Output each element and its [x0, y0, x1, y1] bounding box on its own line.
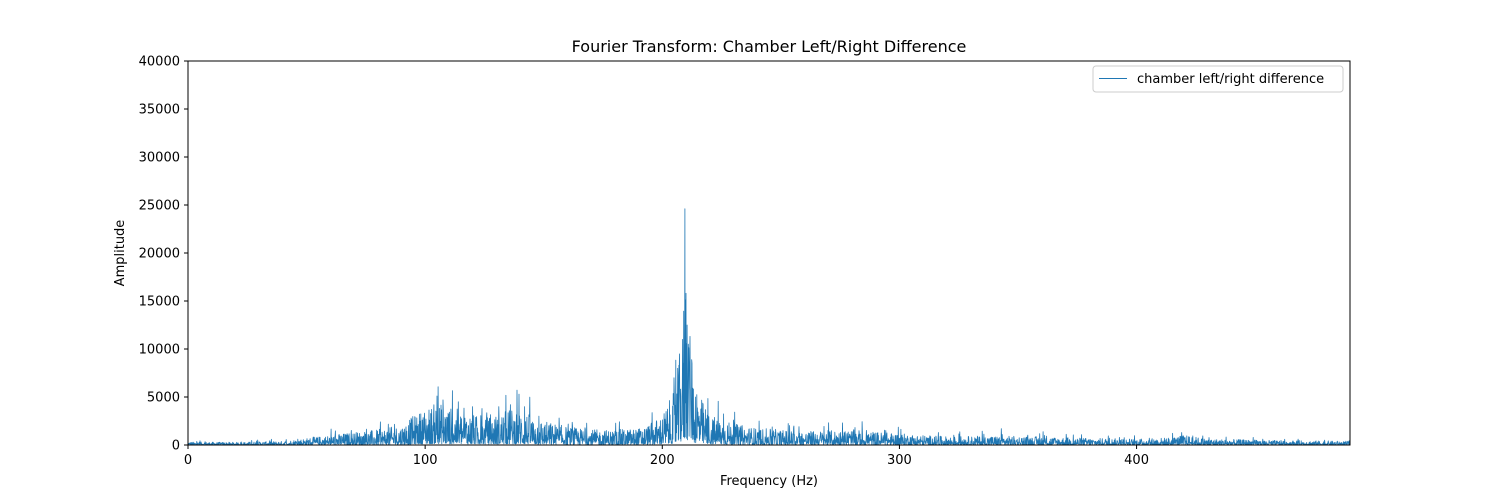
y-tick-label: 25000	[139, 199, 180, 214]
y-tick-label: 30000	[139, 151, 180, 166]
axes-frame	[187, 60, 1351, 446]
series-line-group	[187, 208, 1351, 446]
y-axis-title: Amplitude	[113, 220, 128, 287]
x-axis-title: Frequency (Hz)	[720, 474, 818, 489]
chart-title: Fourier Transform: Chamber Left/Right Di…	[572, 37, 967, 56]
y-tick-label: 20000	[139, 247, 180, 262]
legend-entry: chamber left/right difference	[1137, 72, 1324, 87]
y-tick-label: 5000	[147, 391, 180, 406]
x-tick-label: 300	[887, 453, 912, 468]
x-tick-label: 200	[650, 453, 675, 468]
x-tick-label: 0	[184, 453, 192, 468]
y-tick-label: 10000	[139, 343, 180, 358]
y-tick-label: 15000	[139, 295, 180, 310]
x-tick-label: 100	[413, 453, 438, 468]
legend: chamber left/right difference	[1092, 65, 1344, 93]
legend-box	[1092, 65, 1344, 93]
y-tick-label: 35000	[139, 103, 180, 118]
series-line-chamber-difference	[187, 208, 1351, 446]
x-axis: 0 100 200 300 400	[184, 445, 1149, 468]
y-tick-label: 40000	[139, 55, 180, 70]
x-tick-label: 400	[1124, 453, 1149, 468]
y-axis: 0 5000 10000 15000 20000 25000 30000 35000 40000	[139, 55, 188, 454]
y-tick-label: 0	[172, 439, 180, 454]
